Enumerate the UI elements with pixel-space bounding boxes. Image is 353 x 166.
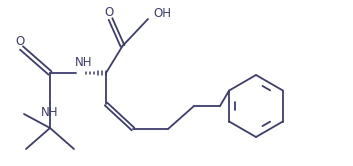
Text: O: O [15,35,24,47]
Text: O: O [104,5,113,18]
Text: OH: OH [153,6,171,19]
Text: NH: NH [75,55,92,69]
Text: NH: NH [41,106,59,119]
